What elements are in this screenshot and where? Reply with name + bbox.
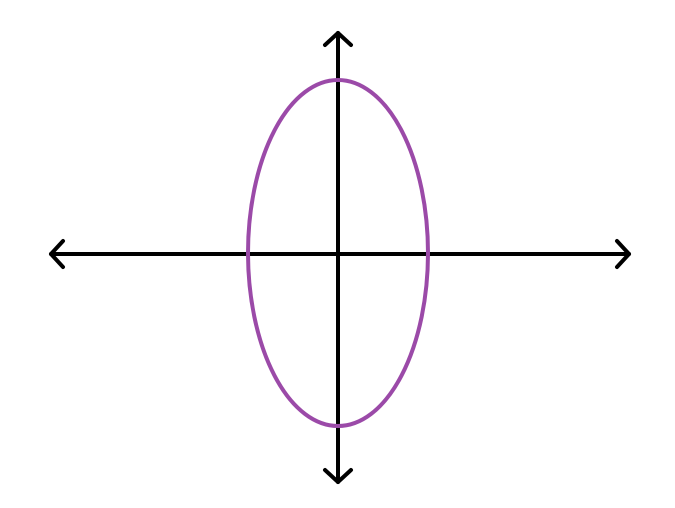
- vertical-ellipse: [246, 78, 430, 428]
- y-axis-down-arrowhead: [323, 468, 353, 484]
- x-axis-left-arrowhead: [49, 239, 65, 269]
- y-axis-up-arrowhead: [323, 31, 353, 47]
- x-axis-right-arrowhead: [615, 239, 631, 269]
